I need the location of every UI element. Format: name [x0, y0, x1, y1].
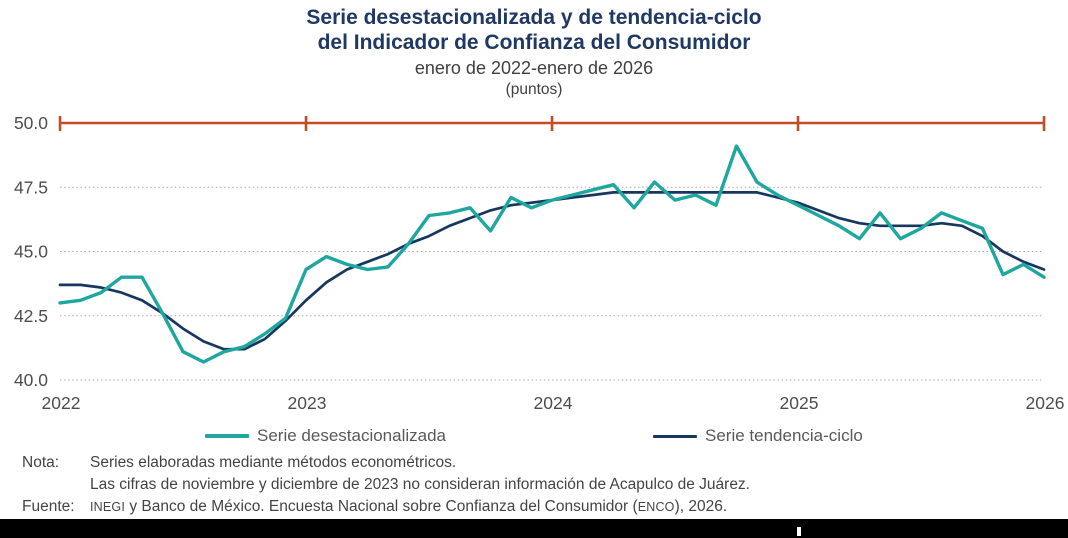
fuente-inegi: INEGI — [90, 500, 126, 514]
y-tick-label: 47.5 — [14, 177, 48, 197]
bottom-black-bar — [0, 519, 1068, 538]
x-tick-label: 2026 — [1026, 393, 1065, 413]
legend-label-desestacionalizada: Serie desestacionalizada — [257, 426, 447, 445]
x-tick-label: 2025 — [780, 393, 819, 413]
y-tick-label: 40.0 — [14, 370, 48, 390]
chart-units-label: (puntos) — [505, 81, 563, 98]
note-row-2: Las cifras de noviembre y diciembre de 2… — [22, 474, 1052, 496]
chart-subtitle: enero de 2022-enero de 2026 — [414, 58, 654, 78]
legend-label-tendencia: Serie tendencia-ciclo — [705, 426, 863, 445]
chart-plot-area: 50.0 47.5 45.0 42.5 40.0 2022 2023 2024 2025 2026 — [14, 113, 1065, 413]
legend-swatch-tendencia — [653, 434, 697, 438]
y-tick-label: 50.0 — [14, 113, 48, 133]
series-line-desestacionalizada — [58, 144, 1046, 364]
fuente-mid: y Banco de México. Encuesta Nacional sob… — [125, 498, 638, 515]
note-row-1: Nota: Series elaboradas mediante métodos… — [22, 452, 1052, 474]
note-row-3: Fuente: INEGI y Banco de México. Encuest… — [22, 496, 1052, 518]
fuente-end: ), 2026. — [674, 498, 728, 515]
bottom-bar-cursor — [797, 527, 801, 536]
nota-text-line2: Las cifras de noviembre y diciembre de 2… — [90, 476, 750, 493]
nota-label: Nota: — [22, 454, 60, 471]
fuente-text: INEGI y Banco de México. Encuesta Nacion… — [90, 496, 1052, 518]
x-tick-label: 2024 — [534, 393, 573, 413]
y-tick-label: 45.0 — [14, 242, 48, 262]
x-tick-label: 2022 — [42, 393, 81, 413]
y-tick-label: 42.5 — [14, 306, 48, 326]
nota-label-spacer — [22, 474, 90, 496]
fuente-label: Fuente: — [22, 498, 75, 515]
x-tick-label: 2023 — [288, 393, 327, 413]
chart-notes: Nota: Series elaboradas mediante métodos… — [22, 452, 1052, 518]
fuente-enco: ENCO — [637, 500, 675, 514]
chart-legend: Serie desestacionalizada Serie tendencia… — [0, 424, 1068, 448]
chart-title-line2: del Indicador de Confianza del Consumido… — [317, 31, 751, 54]
nota-text-line1: Series elaboradas mediante métodos econo… — [90, 454, 457, 471]
legend-swatch-desestacionalizada — [205, 434, 249, 438]
legend-item-tendencia: Serie tendencia-ciclo — [653, 424, 863, 448]
series-line-tendencia-ciclo — [58, 191, 1046, 351]
title-block: Serie desestacionalizada y de tendencia-… — [0, 5, 1068, 99]
chart-title-line1: Serie desestacionalizada y de tendencia-… — [306, 6, 762, 29]
legend-item-desestacionalizada: Serie desestacionalizada — [205, 424, 446, 448]
